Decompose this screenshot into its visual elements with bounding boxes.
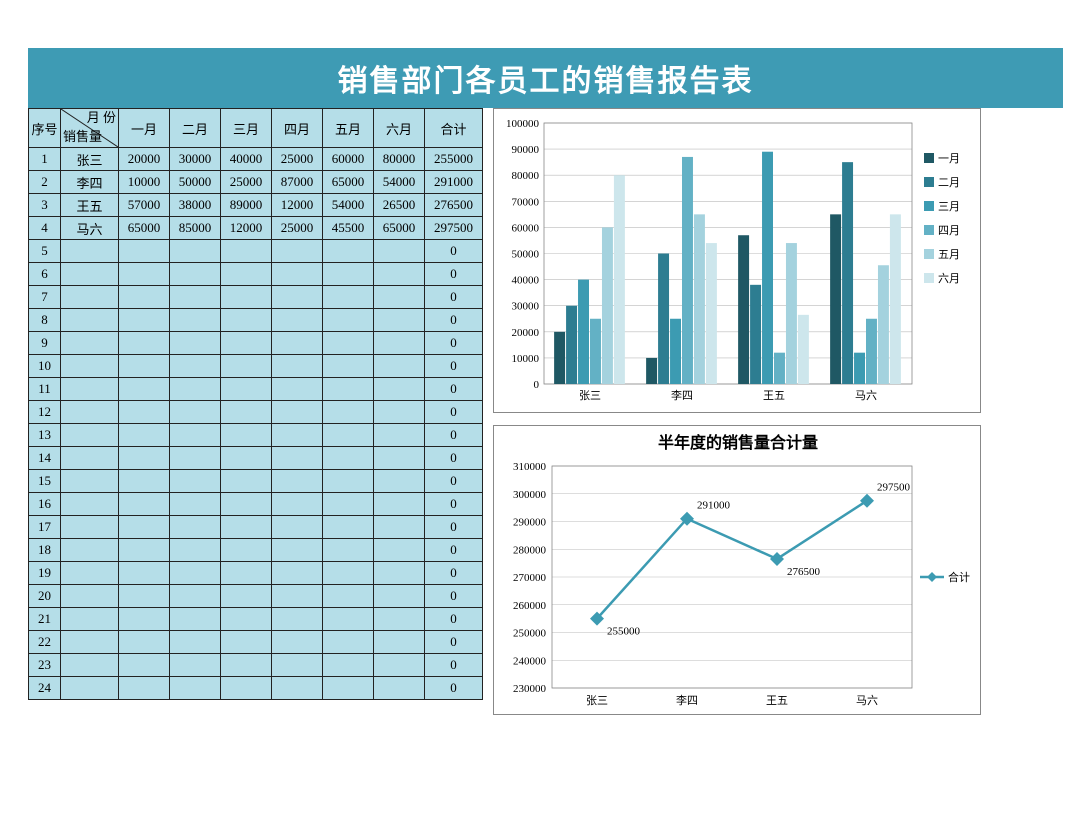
svg-text:马六: 马六 [855, 389, 877, 402]
header-month: 五月 [323, 109, 374, 148]
header-index: 序号 [29, 109, 61, 148]
table-row: 120 [29, 401, 483, 424]
svg-text:一月: 一月 [938, 153, 960, 165]
svg-text:半年度的销售量合计量: 半年度的销售量合计量 [658, 433, 818, 452]
svg-text:四月: 四月 [938, 225, 960, 237]
svg-text:291000: 291000 [697, 500, 731, 512]
table-row: 200 [29, 585, 483, 608]
svg-text:260000: 260000 [513, 600, 547, 612]
table-row: 130 [29, 424, 483, 447]
svg-text:50000: 50000 [512, 249, 540, 261]
table-row: 160 [29, 493, 483, 516]
sales-table: 序号 月 份 销售量 一月 二月 三月 四月 五月 六月 合计 1张三20000… [28, 108, 483, 700]
line-chart: 半年度的销售量合计量 230000 240000 250000 260000 270000… [493, 425, 981, 715]
bar-chart: 0 10000 20000 30000 40000 50000 60000 70000 8000… [493, 108, 981, 413]
report-title: 销售部门各员工的销售报告表 [28, 48, 1063, 108]
header-month: 四月 [272, 109, 323, 148]
svg-text:276500: 276500 [787, 566, 821, 578]
table-row: 140 [29, 447, 483, 470]
svg-text:张三: 张三 [579, 389, 601, 402]
header-sum: 合计 [425, 109, 483, 148]
svg-text:五月: 五月 [938, 249, 960, 261]
svg-text:李四: 李四 [676, 693, 698, 707]
header-month: 一月 [119, 109, 170, 148]
svg-text:40000: 40000 [512, 275, 540, 287]
table-row: 3王五570003800089000120005400026500276500 [29, 194, 483, 217]
svg-text:合计: 合计 [948, 570, 970, 584]
svg-text:二月: 二月 [938, 177, 960, 189]
table-row: 180 [29, 539, 483, 562]
header-diag-top: 月 份 [87, 111, 116, 126]
svg-text:三月: 三月 [938, 201, 960, 213]
svg-text:297500: 297500 [877, 482, 911, 494]
svg-text:80000: 80000 [512, 170, 540, 182]
svg-text:310000: 310000 [513, 461, 547, 473]
svg-text:张三: 张三 [586, 694, 608, 707]
svg-text:马六: 马六 [856, 694, 878, 707]
svg-text:250000: 250000 [513, 628, 547, 640]
svg-text:六月: 六月 [938, 272, 960, 285]
table-row: 100 [29, 355, 483, 378]
header-diag: 月 份 销售量 [61, 109, 119, 148]
header-month: 三月 [221, 109, 272, 148]
header-diag-bottom: 销售量 [63, 130, 102, 145]
svg-text:60000: 60000 [512, 222, 540, 234]
table-row: 190 [29, 562, 483, 585]
table-row: 150 [29, 470, 483, 493]
svg-text:280000: 280000 [513, 544, 547, 556]
svg-text:王五: 王五 [766, 695, 788, 707]
table-row: 90 [29, 332, 483, 355]
svg-text:30000: 30000 [512, 301, 540, 313]
svg-text:270000: 270000 [513, 572, 547, 584]
svg-text:290000: 290000 [513, 517, 547, 529]
header-month: 二月 [170, 109, 221, 148]
svg-text:20000: 20000 [512, 327, 540, 339]
table-row: 230 [29, 654, 483, 677]
table-row: 70 [29, 286, 483, 309]
svg-text:李四: 李四 [671, 388, 693, 402]
table-row: 50 [29, 240, 483, 263]
table-row: 4马六650008500012000250004550065000297500 [29, 217, 483, 240]
svg-text:300000: 300000 [513, 489, 547, 501]
table-row: 220 [29, 631, 483, 654]
table-row: 1张三200003000040000250006000080000255000 [29, 148, 483, 171]
table-row: 80 [29, 309, 483, 332]
svg-text:90000: 90000 [512, 144, 540, 156]
svg-text:70000: 70000 [512, 196, 540, 208]
svg-text:0: 0 [534, 379, 540, 391]
table-row: 60 [29, 263, 483, 286]
table-row: 240 [29, 677, 483, 700]
svg-text:240000: 240000 [513, 655, 547, 667]
svg-text:230000: 230000 [513, 683, 547, 695]
table-row: 110 [29, 378, 483, 401]
svg-text:255000: 255000 [607, 626, 641, 638]
table-row: 210 [29, 608, 483, 631]
svg-text:100000: 100000 [506, 118, 540, 130]
header-month: 六月 [374, 109, 425, 148]
svg-text:王五: 王五 [763, 390, 785, 402]
table-row: 2李四100005000025000870006500054000291000 [29, 171, 483, 194]
svg-text:10000: 10000 [512, 353, 540, 365]
table-row: 170 [29, 516, 483, 539]
